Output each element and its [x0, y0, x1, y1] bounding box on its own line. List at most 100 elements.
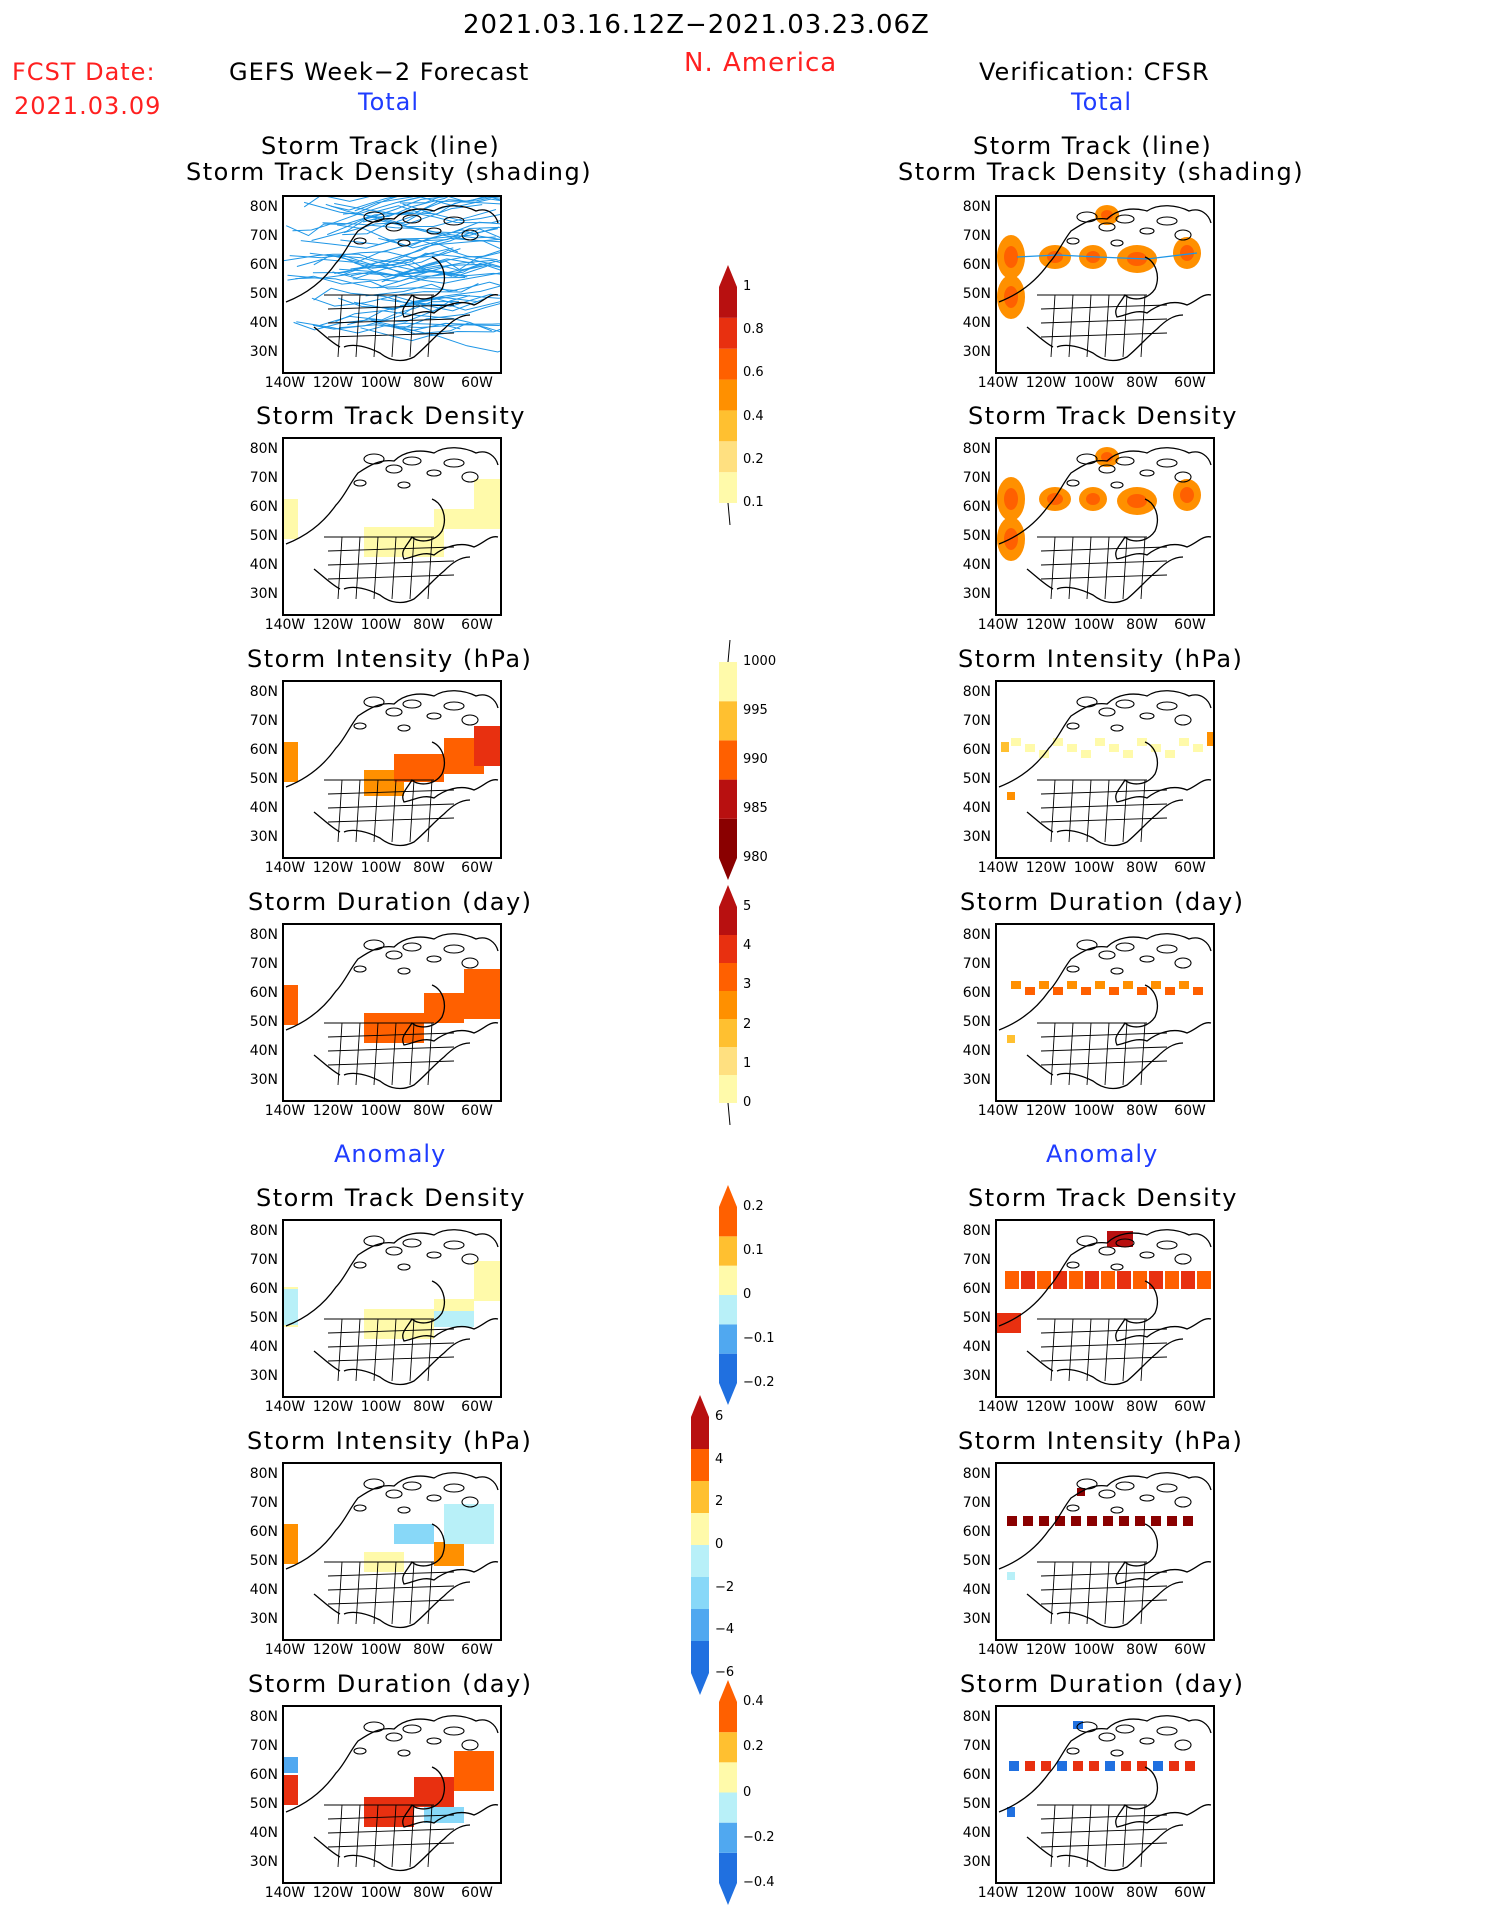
lat-tick-label: 30N [962, 344, 991, 360]
island-outline [1098, 707, 1116, 717]
shade-cell [1023, 1516, 1033, 1526]
state-borders [1037, 1561, 1168, 1625]
island-outline [1076, 1478, 1098, 1490]
lon-tick-label: 100W [360, 1642, 402, 1658]
state-borders [324, 1561, 455, 1625]
lat-tick-label: 70N [249, 1738, 278, 1754]
lat-tick-label: 80N [249, 441, 278, 457]
left-track-line-map [282, 195, 502, 374]
colorbar-tick-label: 0 [715, 1537, 724, 1552]
colorbar-density-anom [719, 1185, 737, 1405]
shade-cell [1149, 1271, 1163, 1289]
left-density-title: Storm Track Density [256, 402, 526, 430]
island-outline [397, 1749, 411, 1757]
shade-cell [1133, 1271, 1147, 1289]
island-outline [1076, 453, 1098, 465]
colorbar-tick-label: 3 [743, 977, 752, 993]
colorbar-tick-label: −2 [715, 1579, 735, 1595]
lon-tick-label: 60W [461, 1885, 493, 1901]
colorbar-tick-label: 5 [743, 899, 752, 914]
lat-tick-label: 70N [249, 1252, 278, 1268]
left-anom-intensity-title: Storm Intensity (hPa) [247, 1427, 533, 1455]
island-outline [1156, 1240, 1178, 1250]
island-outline [1139, 1251, 1155, 1259]
colorbar-top-arrow [719, 885, 737, 907]
right-duration-map [995, 923, 1215, 1102]
shade-cell [1001, 742, 1009, 752]
lat-tick-label: 60N [962, 985, 991, 1001]
lon-tick-label: 120W [1025, 617, 1067, 633]
island-outline [1098, 950, 1116, 960]
left-duration-title: Storm Duration (day) [248, 888, 533, 916]
density-blob [1047, 251, 1063, 263]
right-track-shading-title: Storm Track Density (shading) [898, 158, 1305, 186]
lat-tick-label: 40N [249, 1339, 278, 1355]
island-outline [1098, 222, 1116, 232]
shade-cell [1109, 744, 1119, 752]
island-outline [1156, 216, 1178, 226]
colorbar-tick-label: 0.4 [743, 408, 764, 424]
lon-tick-label: 80W [413, 1885, 445, 1901]
lat-tick-label: 70N [249, 956, 278, 972]
lat-tick-label: 70N [249, 470, 278, 486]
lat-tick-label: 40N [249, 800, 278, 816]
right-track-line-title: Storm Track (line) [973, 132, 1213, 160]
shade-cell [1073, 1761, 1083, 1771]
colorbar-segment [719, 379, 737, 411]
island-outline [1115, 1724, 1135, 1734]
lon-tick-label: 60W [1174, 1642, 1206, 1658]
right-duration-title: Storm Duration (day) [960, 888, 1245, 916]
island-outline [353, 965, 367, 973]
lat-tick-label: 80N [249, 684, 278, 700]
lon-tick-label: 120W [312, 1399, 354, 1415]
shade-cell [1057, 1761, 1067, 1771]
state-borders [324, 779, 455, 843]
shade-cell [1167, 1516, 1177, 1526]
lon-tick-label: 80W [1126, 617, 1158, 633]
lon-tick-label: 60W [1174, 617, 1206, 633]
colorbar-tick-label: 1 [743, 279, 752, 294]
island-outline [1066, 237, 1080, 245]
shade-cell [1007, 1035, 1015, 1043]
lat-tick-label: 40N [962, 800, 991, 816]
lat-tick-label: 50N [249, 1796, 278, 1812]
lon-tick-label: 140W [977, 860, 1019, 876]
colorbar-tick-label: 0 [743, 1095, 752, 1110]
lat-tick-label: 40N [249, 1043, 278, 1059]
island-outline [461, 229, 479, 241]
colorbar-tick-label: 2 [743, 1016, 752, 1032]
shade-cell [1037, 1271, 1051, 1289]
colorbar-intensity-anom [691, 1395, 709, 1695]
lat-tick-label: 70N [249, 713, 278, 729]
island-outline [1174, 229, 1192, 241]
lon-tick-label: 120W [1025, 1642, 1067, 1658]
left-total-label: Total [358, 88, 420, 116]
lon-tick-label: 140W [977, 617, 1019, 633]
lat-tick-label: 60N [962, 742, 991, 758]
lat-tick-label: 50N [962, 528, 991, 544]
island-outline [1174, 1739, 1192, 1751]
colorbar-segment [719, 1324, 737, 1354]
lat-tick-label: 50N [962, 1553, 991, 1569]
colorbar-segment [719, 472, 737, 503]
shade-cell [1025, 987, 1035, 995]
lat-tick-label: 30N [249, 586, 278, 602]
fcst-date-label: FCST Date: [12, 58, 156, 86]
island-outline [363, 453, 385, 465]
colorbar-tick-label: −6 [715, 1665, 735, 1680]
island-outline [461, 1739, 479, 1751]
colorbar-tick-label: 0.8 [743, 322, 764, 338]
lat-tick-label: 80N [249, 1709, 278, 1725]
lat-tick-label: 30N [249, 1368, 278, 1384]
island-outline [1139, 1737, 1155, 1745]
shade-cell [364, 1309, 434, 1339]
shade-cell [284, 1757, 298, 1773]
island-outline [353, 1504, 367, 1512]
state-borders [324, 536, 455, 600]
lat-tick-label: 70N [962, 1738, 991, 1754]
right-anom-intensity-title: Storm Intensity (hPa) [958, 1427, 1244, 1455]
island-outline [1115, 942, 1135, 952]
lat-tick-label: 80N [249, 927, 278, 943]
island-outline [1174, 471, 1192, 483]
island-outline [1174, 1253, 1192, 1265]
